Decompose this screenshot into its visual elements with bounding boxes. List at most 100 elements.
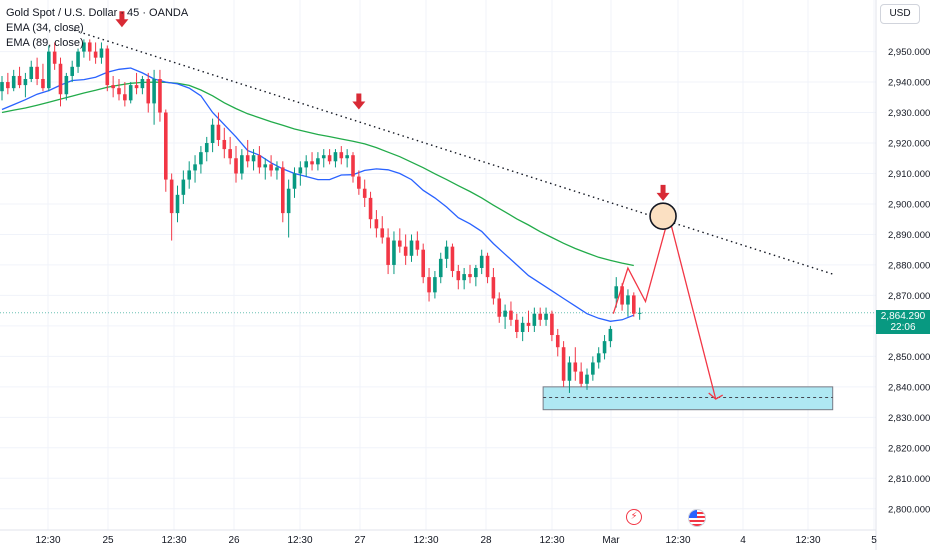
candle-body <box>134 85 139 89</box>
candle <box>47 45 51 92</box>
price-axis-bg <box>876 0 932 550</box>
candle-body <box>567 362 572 381</box>
candle <box>181 170 186 204</box>
time-tick-label: 12:30 <box>161 535 186 546</box>
ema-34-label[interactable]: EMA (34, close) <box>6 22 84 34</box>
price-tick-label: 2,800.000 <box>888 504 930 515</box>
candle <box>444 240 449 268</box>
candle-body <box>275 167 279 171</box>
candle <box>199 146 203 174</box>
candle-body <box>17 75 22 86</box>
down-arrow-marker <box>656 184 670 201</box>
candle-body <box>158 79 162 113</box>
candle <box>123 82 127 107</box>
price-tick-label: 2,820.000 <box>888 443 930 454</box>
candle <box>333 149 338 168</box>
candle <box>550 310 554 342</box>
candle <box>240 149 244 180</box>
candle-body <box>462 274 466 281</box>
demand-zone-box <box>542 386 834 411</box>
candle-body <box>450 246 455 272</box>
candle-body <box>304 161 308 168</box>
time-tick-label: 12:30 <box>35 535 60 546</box>
time-tick-label: 12:30 <box>665 535 690 546</box>
candle-body <box>614 286 619 299</box>
candle <box>632 292 636 317</box>
candle <box>105 45 110 92</box>
candle-body <box>339 152 344 159</box>
currency-button[interactable]: USD <box>880 4 920 24</box>
candle-body <box>199 152 203 165</box>
candle <box>532 307 537 332</box>
candle <box>87 39 92 61</box>
candle <box>339 146 344 165</box>
candle-body <box>602 341 607 354</box>
candle <box>520 316 525 342</box>
candle <box>357 170 361 195</box>
price-tick-label: 2,810.000 <box>888 474 930 485</box>
candle <box>93 42 98 64</box>
ema-34-line <box>1 67 635 322</box>
ema-layer <box>1 67 635 322</box>
candle <box>398 228 402 253</box>
candle-body <box>561 347 566 381</box>
us-flag-event-icon[interactable] <box>688 509 706 527</box>
candle-body <box>351 155 355 177</box>
candle-body <box>58 63 63 95</box>
candle <box>164 109 168 192</box>
candle-body <box>222 139 227 150</box>
candle <box>251 149 256 171</box>
candle-body <box>485 255 490 278</box>
candle-body <box>76 51 80 67</box>
candle <box>450 243 455 278</box>
candle <box>111 75 115 98</box>
candle <box>58 57 63 107</box>
candle-body <box>298 167 303 174</box>
candle-body <box>82 42 86 52</box>
symbol-title[interactable]: Gold Spot / U.S. Dollar · 45 · OANDA <box>6 7 189 19</box>
candle-body <box>392 240 396 265</box>
candle <box>228 136 232 165</box>
candle-body <box>257 155 262 168</box>
candle-body <box>210 124 215 144</box>
candle-body <box>245 155 250 162</box>
candle <box>567 356 572 393</box>
candle <box>310 152 314 171</box>
time-tick-label: 26 <box>228 535 240 546</box>
candle-body <box>544 313 548 320</box>
price-tick-label: 2,900.000 <box>888 199 930 210</box>
candle <box>368 191 373 229</box>
candle-body <box>41 79 45 89</box>
candle <box>503 304 507 329</box>
candle-body <box>526 322 531 326</box>
candle-body <box>433 277 437 293</box>
candle <box>64 72 69 101</box>
candle <box>175 185 180 223</box>
projection-path <box>612 213 717 400</box>
candle <box>380 216 385 244</box>
candle-body <box>93 51 98 58</box>
candle-body <box>626 295 630 305</box>
candle-body <box>386 237 390 265</box>
candle-body <box>70 66 74 76</box>
candle-body <box>374 219 379 229</box>
candle-body <box>479 255 484 268</box>
down-arrow-marker <box>352 93 366 110</box>
candle <box>82 39 86 58</box>
candle-body <box>345 155 349 159</box>
candle <box>269 155 273 177</box>
candle <box>298 161 303 186</box>
candle <box>637 307 642 320</box>
candle <box>462 267 466 290</box>
time-tick-label: 5 <box>871 535 877 546</box>
price-tick-label: 2,840.000 <box>888 382 930 393</box>
candle <box>438 252 443 284</box>
candle-body <box>181 179 186 195</box>
time-tick-label: 4 <box>740 535 746 546</box>
lightning-event-icon[interactable]: ⚡ <box>626 509 642 525</box>
candle-body <box>251 155 256 162</box>
price-tick-label: 2,910.000 <box>888 169 930 180</box>
ema-89-label[interactable]: EMA (89, close) <box>6 37 84 49</box>
candle <box>0 75 4 101</box>
